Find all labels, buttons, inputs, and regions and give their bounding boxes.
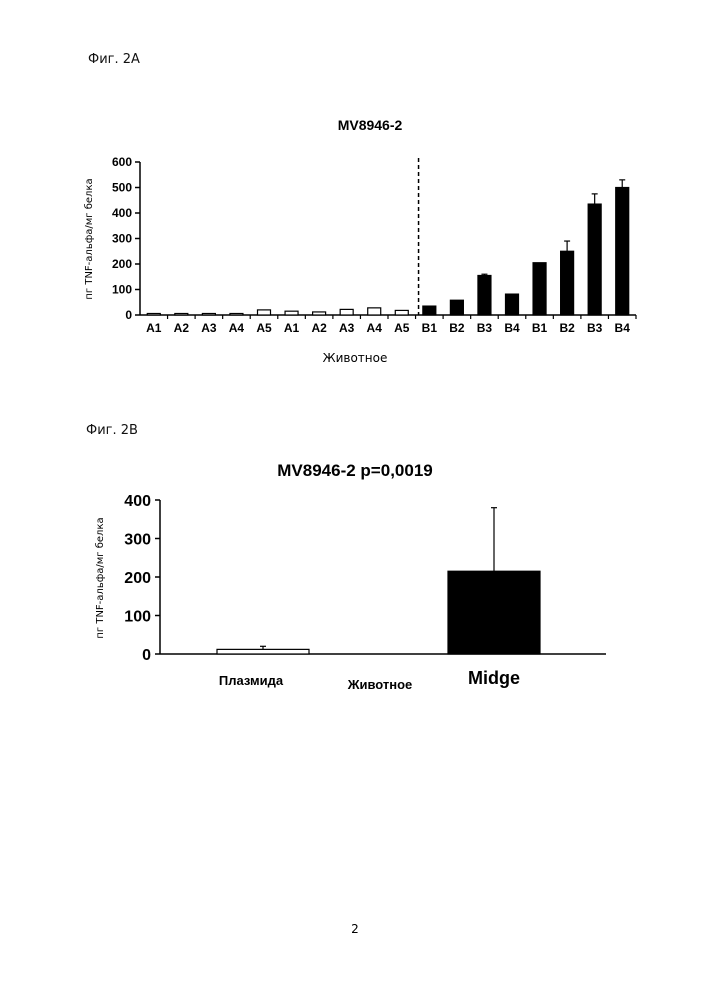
- chart-2a-x-tick-label: A1: [284, 321, 300, 335]
- chart-2a-y-tick-label: 300: [112, 232, 132, 246]
- chart-2a-x-tick-label: B2: [449, 321, 465, 335]
- chart-2a-bar: [147, 314, 160, 316]
- figure-2b-label: Фиг. 2В: [86, 423, 138, 438]
- chart-2b-y-axis-label: пг TNF-альфа/мг белка: [95, 517, 106, 638]
- page-number: 2: [0, 922, 710, 936]
- chart-2a-x-axis-label: Животное: [323, 351, 388, 365]
- chart-2a-y-axis-label: пг TNF-альфа/мг белка: [84, 178, 95, 299]
- chart-2b-title: MV8946-2 p=0,0019: [277, 461, 432, 480]
- chart-2a-x-tick-label: A4: [229, 321, 245, 335]
- chart-2a-bar: [202, 314, 215, 316]
- chart-2a-x-tick-label: A5: [394, 321, 410, 335]
- chart-2a-x-tick-label: B1: [422, 321, 438, 335]
- chart-2a-bar: [588, 204, 601, 315]
- chart-2a-x-tick-label: A3: [339, 321, 355, 335]
- chart-2b-x-tick-label: Midge: [468, 668, 520, 688]
- chart-2a-bar: [506, 294, 519, 315]
- chart-2b: MV8946-2 p=0,0019 пг TNF-альфа/мг белка …: [0, 448, 710, 698]
- chart-2a-bar: [313, 312, 326, 315]
- chart-2a-x-tick-label: A4: [367, 321, 383, 335]
- chart-2a-bar: [340, 309, 353, 315]
- chart-2a-x-tick-label: A2: [311, 321, 327, 335]
- chart-2a-y-tick-label: 100: [112, 283, 132, 297]
- chart-2a-title: MV8946-2: [338, 117, 403, 133]
- chart-2a-bar: [616, 188, 629, 316]
- chart-2b-y-tick-label: 300: [124, 532, 151, 549]
- chart-2b-x-tick-label: Плазмида: [219, 673, 284, 688]
- chart-2b-bar: [448, 571, 540, 654]
- chart-2a-x-tick-label: B4: [615, 321, 631, 335]
- chart-2a-x-tick-label: A5: [256, 321, 272, 335]
- chart-2a-x-tick-label: B1: [532, 321, 548, 335]
- chart-2a-x-tick-label: B3: [587, 321, 603, 335]
- chart-2a-x-tick-label: B4: [504, 321, 520, 335]
- chart-2a-y-tick-label: 0: [125, 308, 132, 322]
- chart-2a-y-tick-label: 600: [112, 155, 132, 169]
- chart-2b-bar: [217, 649, 309, 654]
- chart-2b-y-tick-label: 400: [124, 493, 151, 510]
- chart-2a-y-tick-label: 400: [112, 206, 132, 220]
- chart-2a-bar: [423, 306, 436, 315]
- chart-2a-x-tick-label: A2: [174, 321, 190, 335]
- chart-2a-bar: [368, 308, 381, 315]
- chart-2a-bar: [285, 311, 298, 315]
- chart-2a-y-tick-label: 500: [112, 181, 132, 195]
- chart-2a-y-tick-label: 200: [112, 257, 132, 271]
- chart-2a-bar: [450, 300, 463, 315]
- chart-2a-x-tick-label: A3: [201, 321, 217, 335]
- chart-2a: MV8946-2 пг TNF-альфа/мг белка Животное …: [0, 100, 710, 380]
- chart-2b-x-axis-label: Животное: [347, 677, 413, 692]
- chart-2b-y-tick-label: 0: [142, 647, 151, 664]
- chart-2a-bar: [175, 314, 188, 316]
- chart-2a-bar: [478, 275, 491, 315]
- figure-2a-label: Фиг. 2А: [88, 52, 140, 67]
- chart-2b-y-tick-label: 200: [124, 570, 151, 587]
- chart-2a-bar: [395, 310, 408, 315]
- chart-2a-bar: [533, 263, 546, 315]
- chart-2a-bar: [561, 251, 574, 315]
- chart-2a-x-tick-label: A1: [146, 321, 162, 335]
- chart-2b-y-tick-label: 100: [124, 609, 151, 626]
- chart-2a-bar: [258, 310, 271, 315]
- chart-2a-x-tick-label: B2: [559, 321, 575, 335]
- chart-2a-x-tick-label: B3: [477, 321, 493, 335]
- chart-2a-bar: [230, 314, 243, 316]
